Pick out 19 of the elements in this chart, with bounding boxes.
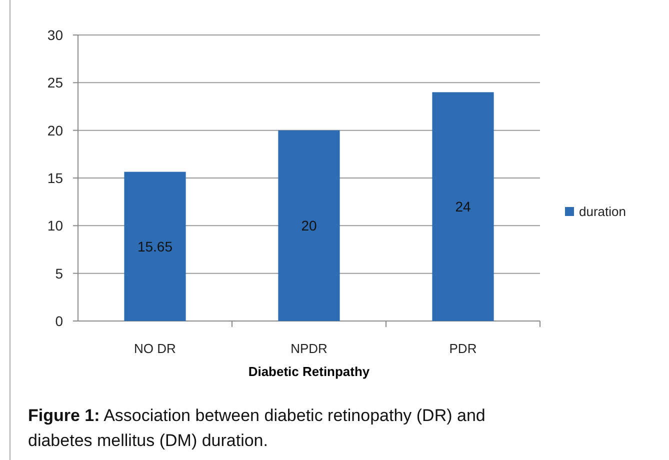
x-tick-label: NPDR bbox=[290, 341, 328, 356]
bar bbox=[124, 172, 186, 321]
y-tick-label: 0 bbox=[55, 313, 64, 329]
data-label: 24 bbox=[455, 198, 471, 215]
bar bbox=[278, 130, 340, 321]
y-tick-label: 15 bbox=[47, 170, 64, 186]
legend-label: duration bbox=[579, 204, 626, 219]
data-label: 20 bbox=[301, 218, 317, 234]
x-tick-label: PDR bbox=[449, 341, 477, 356]
x-tick-label: NO DR bbox=[134, 341, 176, 356]
x-axis-title: Diabetic Retinpathy bbox=[248, 364, 370, 379]
caption: Figure 1: Association between diabetic retinopathy (DR) and diabetes mellitus (DM) duration. bbox=[28, 406, 486, 450]
y-tick-label: 10 bbox=[47, 218, 64, 234]
y-tick-label: 20 bbox=[47, 122, 64, 138]
bar bbox=[432, 92, 494, 321]
y-tick-label: 30 bbox=[47, 27, 64, 43]
y-tick-label: 5 bbox=[55, 265, 64, 282]
y-tick-label: 25 bbox=[47, 74, 64, 91]
data-label: 15.65 bbox=[137, 238, 173, 254]
